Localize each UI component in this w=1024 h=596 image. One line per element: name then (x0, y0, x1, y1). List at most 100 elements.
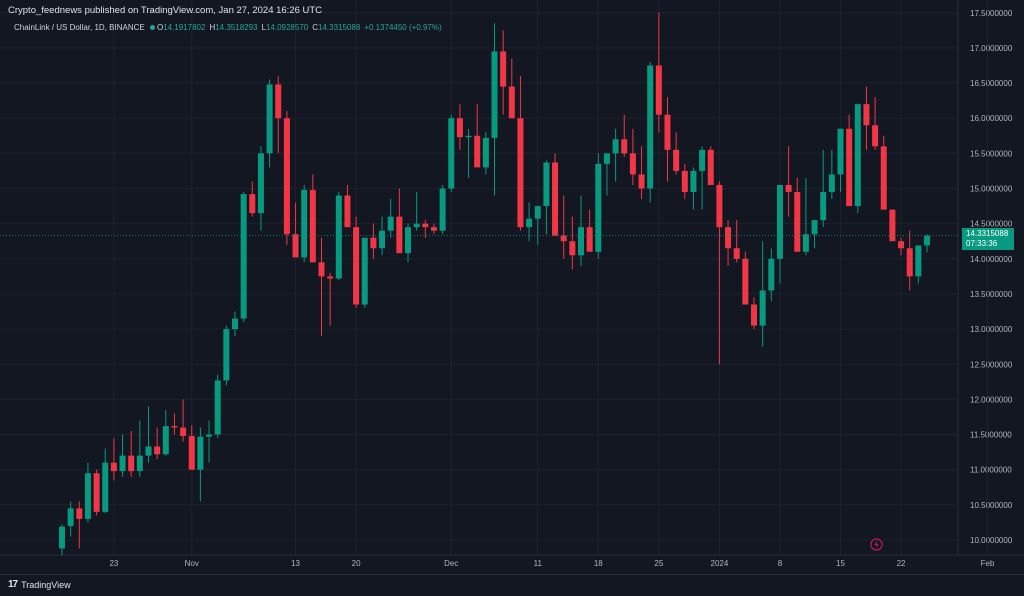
candle-body[interactable] (742, 258, 749, 305)
candle-body[interactable] (283, 118, 290, 235)
candle-body[interactable] (681, 170, 688, 193)
candle-body[interactable] (309, 189, 316, 263)
candle-body[interactable] (699, 149, 706, 171)
candle-body[interactable] (802, 234, 809, 252)
candle-body[interactable] (456, 118, 463, 138)
candle-body[interactable] (578, 227, 584, 256)
candle-body[interactable] (647, 65, 654, 189)
candle-body[interactable] (119, 455, 126, 472)
candle-body[interactable] (733, 248, 740, 259)
candle-body[interactable] (707, 149, 714, 185)
candle-body[interactable] (768, 258, 775, 291)
candle-body[interactable] (76, 508, 83, 519)
candle-body[interactable] (837, 128, 844, 175)
candle-body[interactable] (430, 227, 437, 231)
candle-body[interactable] (188, 435, 195, 470)
candle-body[interactable] (552, 162, 559, 236)
candle-body[interactable] (586, 227, 593, 252)
candle-body[interactable] (543, 162, 550, 207)
candle-body[interactable] (67, 508, 74, 526)
candle-body[interactable] (214, 380, 221, 435)
candle-body[interactable] (906, 248, 913, 277)
candle-body[interactable] (335, 195, 342, 279)
candle-body[interactable] (405, 227, 411, 254)
candle-body[interactable] (603, 153, 610, 164)
candle-body[interactable] (655, 65, 662, 115)
candle-body[interactable] (361, 237, 368, 305)
candle-body[interactable] (301, 189, 308, 258)
candle-body[interactable] (638, 174, 645, 189)
candle-body[interactable] (240, 194, 247, 319)
candle-body[interactable] (846, 128, 853, 207)
candle-body[interactable] (629, 153, 636, 175)
candle-body[interactable] (924, 235, 930, 246)
candle-body[interactable] (110, 462, 117, 472)
candle-body[interactable] (751, 304, 757, 326)
tradingview-brand[interactable]: 17 TradingView (8, 579, 71, 590)
candle-body[interactable] (439, 188, 446, 231)
candle-body[interactable] (232, 318, 238, 330)
candle-body[interactable] (508, 86, 515, 119)
candle-body[interactable] (889, 209, 896, 242)
candle-body[interactable] (612, 139, 619, 154)
candlestick-chart[interactable]: 10.0000000 10.5000000 11.0000000 11.5000000… (0, 0, 1024, 574)
candle-body[interactable] (621, 139, 628, 154)
candle-body[interactable] (482, 137, 489, 168)
candle-body[interactable] (811, 220, 818, 235)
candle-body[interactable] (863, 104, 870, 126)
candle-body[interactable] (145, 446, 152, 456)
candle-body[interactable] (534, 206, 541, 219)
candle-body[interactable] (448, 118, 455, 189)
candle-body[interactable] (102, 462, 109, 512)
candle-body[interactable] (915, 245, 922, 277)
candle-body[interactable] (327, 276, 334, 279)
candle-body[interactable] (162, 426, 169, 455)
candle-body[interactable] (171, 426, 178, 428)
candle-body[interactable] (716, 184, 723, 228)
candle-body[interactable] (180, 427, 187, 436)
candle-body[interactable] (500, 51, 507, 87)
candle-body[interactable] (292, 234, 299, 258)
candle-body[interactable] (785, 184, 792, 193)
candle-body[interactable] (396, 216, 403, 254)
candle-body[interactable] (820, 192, 827, 221)
candle-body[interactable] (526, 218, 533, 228)
candle-body[interactable] (854, 104, 861, 207)
flash-icon[interactable] (870, 538, 883, 551)
symbol-name[interactable]: ChainLink / US Dollar, 1D, BINANCE (14, 23, 145, 32)
candle-body[interactable] (673, 149, 680, 171)
candle-body[interactable] (794, 192, 801, 252)
candle-body[interactable] (595, 163, 602, 252)
candle-body[interactable] (491, 51, 498, 138)
candle-body[interactable] (266, 84, 273, 154)
candle-body[interactable] (275, 84, 282, 119)
candle-body[interactable] (344, 195, 351, 228)
candle-body[interactable] (128, 455, 135, 472)
candle-body[interactable] (370, 237, 377, 249)
candle-body[interactable] (59, 526, 65, 549)
candle-body[interactable] (422, 223, 429, 228)
candle-body[interactable] (197, 436, 204, 470)
candle-body[interactable] (84, 473, 91, 519)
candle-body[interactable] (664, 114, 671, 150)
candle-body[interactable] (569, 241, 576, 256)
candle-body[interactable] (387, 216, 394, 231)
candle-body[interactable] (474, 135, 481, 168)
candle-body[interactable] (249, 194, 256, 214)
candle-body[interactable] (880, 146, 887, 210)
candle-body[interactable] (759, 290, 766, 326)
candle-body[interactable] (353, 227, 360, 305)
candle-body[interactable] (725, 227, 732, 249)
candle-body[interactable] (318, 262, 325, 277)
candle-body[interactable] (93, 473, 100, 512)
candle-body[interactable] (898, 241, 905, 249)
candle-body[interactable] (379, 230, 386, 249)
candle-body[interactable] (223, 329, 230, 381)
candle-body[interactable] (690, 170, 697, 193)
candle-body[interactable] (517, 118, 524, 228)
candle-body[interactable] (136, 455, 143, 472)
candle-body[interactable] (828, 174, 835, 193)
candle-body[interactable] (465, 135, 472, 138)
candle-body[interactable] (776, 184, 783, 259)
candle-body[interactable] (206, 434, 213, 437)
